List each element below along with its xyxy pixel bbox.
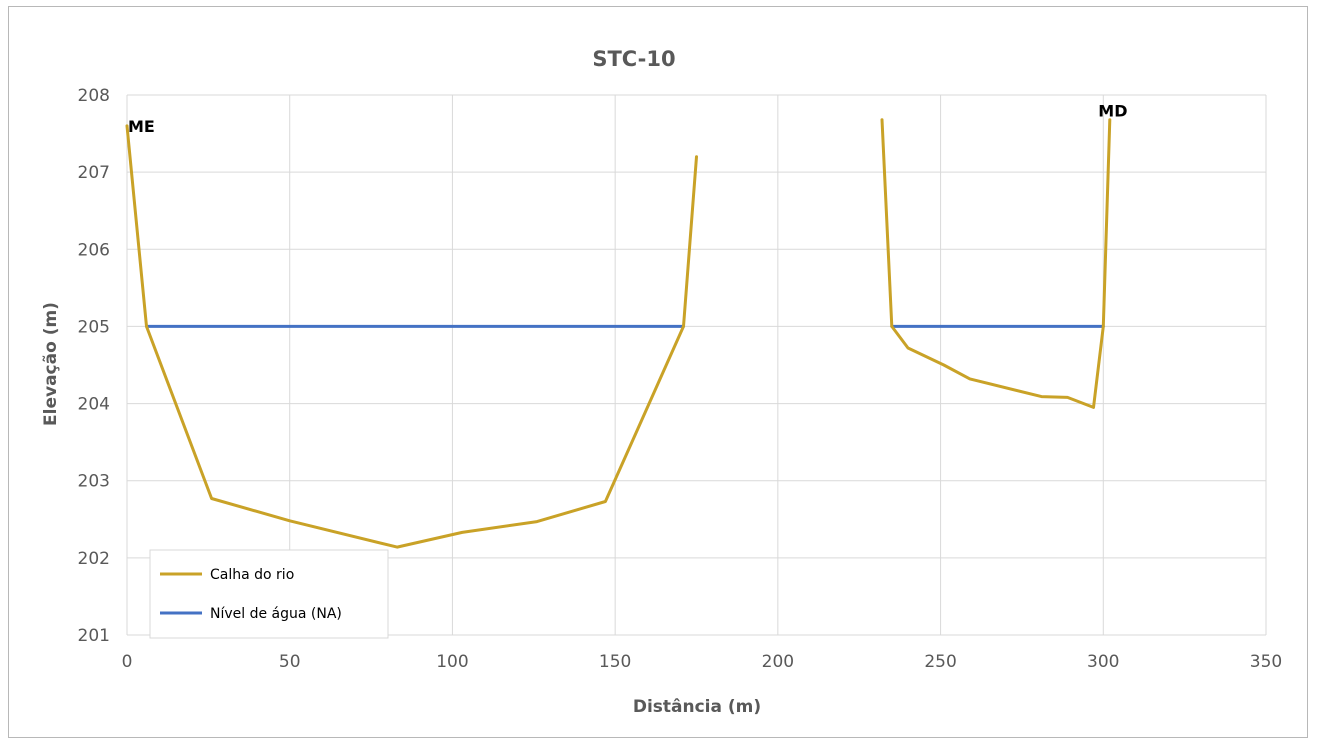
series-calha-line <box>880 118 1112 409</box>
y-tick-label: 208 <box>78 86 110 106</box>
legend: Calha do rio Nível de água (NA) <box>149 549 389 639</box>
chart-title: STC-10 <box>592 47 675 71</box>
legend-label-calha: Calha do rio <box>210 567 294 583</box>
x-tick-label: 150 <box>599 652 631 672</box>
x-tick-label: 200 <box>762 652 794 672</box>
series-lines <box>125 118 1112 549</box>
x-tick-label: 50 <box>279 652 301 672</box>
x-tick-labels: 0 50 100 150 200 250 300 350 <box>122 652 1283 672</box>
x-axis-title: Distância (m) <box>633 697 761 717</box>
annotation-md: MD <box>1098 101 1127 120</box>
x-tick-label: 250 <box>924 652 956 672</box>
y-axis-title: Elevação (m) <box>41 302 61 426</box>
y-tick-label: 202 <box>78 549 110 569</box>
series-calha-line <box>125 124 698 549</box>
y-tick-label: 206 <box>78 240 110 260</box>
x-tick-label: 100 <box>436 652 468 672</box>
x-tick-label: 300 <box>1087 652 1119 672</box>
y-tick-label: 207 <box>78 163 110 183</box>
annotation-me: ME <box>128 117 155 136</box>
y-tick-label: 203 <box>78 472 110 492</box>
legend-box <box>149 549 389 639</box>
x-tick-label: 350 <box>1250 652 1282 672</box>
y-tick-label: 205 <box>78 317 110 337</box>
y-tick-label: 201 <box>78 626 110 646</box>
y-tick-labels: 201 202 203 204 205 206 207 208 <box>78 86 110 646</box>
y-tick-label: 204 <box>78 395 110 415</box>
x-tick-label: 0 <box>122 652 133 672</box>
legend-label-na: Nível de água (NA) <box>210 606 342 622</box>
